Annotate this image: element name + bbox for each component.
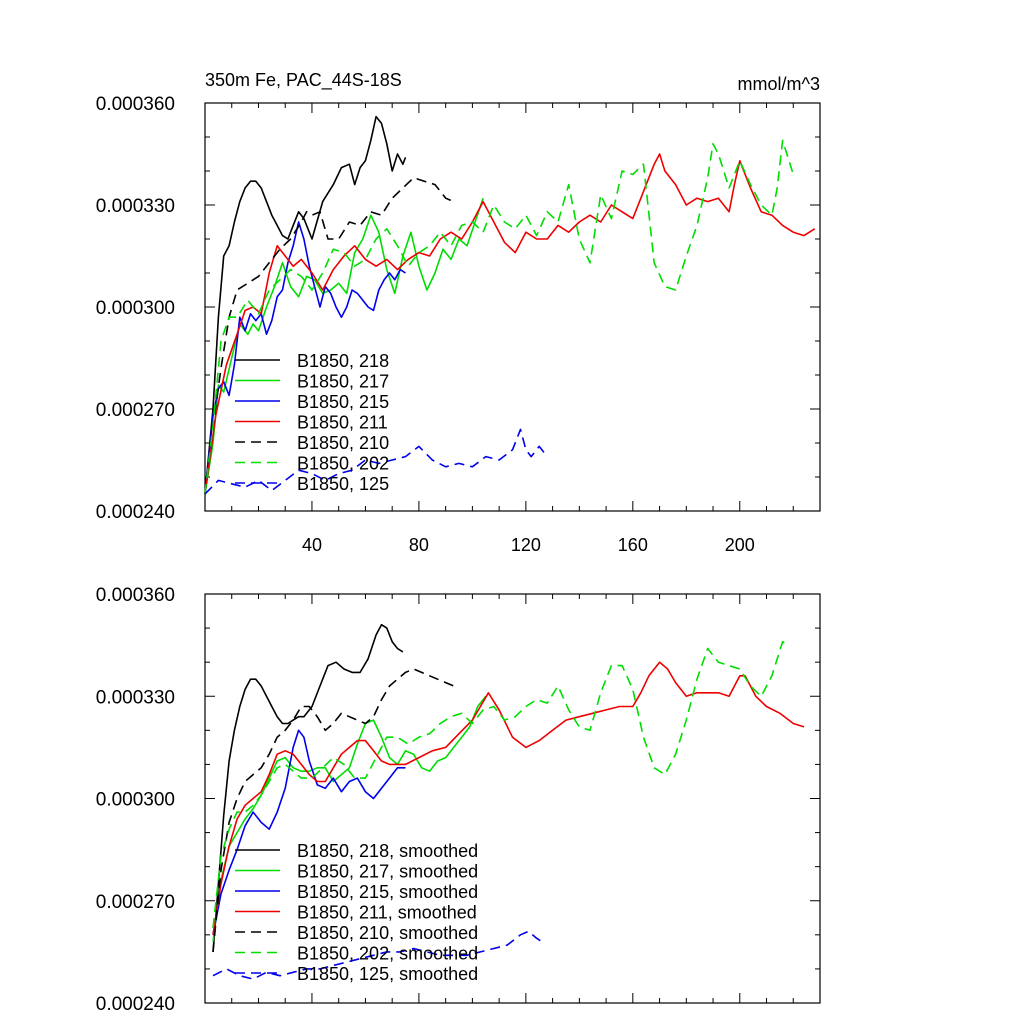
top-y-tick-label: 0.000240 xyxy=(96,502,175,523)
bottom-series-line-4 xyxy=(212,668,455,952)
top-y-tick-label: 0.000300 xyxy=(96,298,175,319)
top-x-tick-label: 120 xyxy=(511,535,541,555)
chart-title: 350m Fe, PAC_44S-18S xyxy=(205,70,402,91)
bottom-series-line-3 xyxy=(212,661,805,935)
bottom-legend-label-1: B1850, 217, smoothed xyxy=(297,862,478,882)
top-x-tick-label: 80 xyxy=(409,535,429,555)
top-legend-label-1: B1850, 217 xyxy=(297,372,389,392)
top-x-tick-label: 40 xyxy=(302,535,322,555)
bottom-series-line-6 xyxy=(212,930,543,980)
top-legend-label-6: B1850, 125 xyxy=(297,474,389,494)
bottom-legend-label-5: B1850, 202, smoothed xyxy=(297,944,478,964)
bottom-series-line-5 xyxy=(212,640,789,929)
top-legend-label-3: B1850, 211 xyxy=(297,413,388,433)
top-panel: 350m Fe, PAC_44S-18S mmol/m^3 40 80 120 160… xyxy=(96,70,821,555)
bottom-y-tick-label: 0.000360 xyxy=(96,585,175,606)
top-series-line-3 xyxy=(204,153,816,495)
bottom-y-tick-label: 0.000300 xyxy=(96,790,175,811)
top-x-tick-label: 200 xyxy=(725,535,755,555)
top-legend-label-4: B1850, 210 xyxy=(297,433,389,453)
bottom-legend-label-3: B1850, 211, smoothed xyxy=(297,903,477,923)
top-legend-label-5: B1850, 202 xyxy=(297,454,389,474)
bottom-y-tick-label: 0.000330 xyxy=(96,687,175,708)
top-series-line-6 xyxy=(204,428,546,495)
bottom-legend-label-4: B1850, 210, smoothed xyxy=(297,923,478,943)
top-legend-label-0: B1850, 218 xyxy=(297,351,389,371)
bottom-series-line-2 xyxy=(212,729,406,935)
top-series-line-2 xyxy=(204,221,406,495)
top-plot-area: 40 80 120 160 200 0.000240 0.000270 0.000300 0.0… xyxy=(96,94,821,555)
top-y-tick-label: 0.000330 xyxy=(96,196,175,217)
top-series-line-5 xyxy=(204,139,795,495)
top-series-line-4 xyxy=(204,177,455,495)
top-legend-label-2: B1850, 215 xyxy=(297,392,389,412)
units-label: mmol/m^3 xyxy=(738,74,820,94)
top-y-tick-label: 0.000360 xyxy=(96,94,175,115)
bottom-legend-label-0: B1850, 218, smoothed xyxy=(297,841,478,861)
top-series-line-1 xyxy=(204,197,484,495)
bottom-series-line-0 xyxy=(212,623,404,952)
bottom-panel: 0.000240 0.000270 0.000300 0.000330 0.000360… xyxy=(96,585,821,1015)
bottom-y-tick-label: 0.000240 xyxy=(96,994,175,1015)
top-y-tick-label: 0.000270 xyxy=(96,400,175,421)
top-x-tick-label: 160 xyxy=(618,535,648,555)
bottom-plot-area: 0.000240 0.000270 0.000300 0.000330 0.000360 xyxy=(96,585,821,1015)
top-series-line-0 xyxy=(204,115,407,495)
bottom-legend-label-2: B1850, 215, smoothed xyxy=(297,882,478,902)
bottom-y-tick-label: 0.000270 xyxy=(96,892,175,913)
bottom-legend-label-6: B1850, 125, smoothed xyxy=(297,964,478,984)
